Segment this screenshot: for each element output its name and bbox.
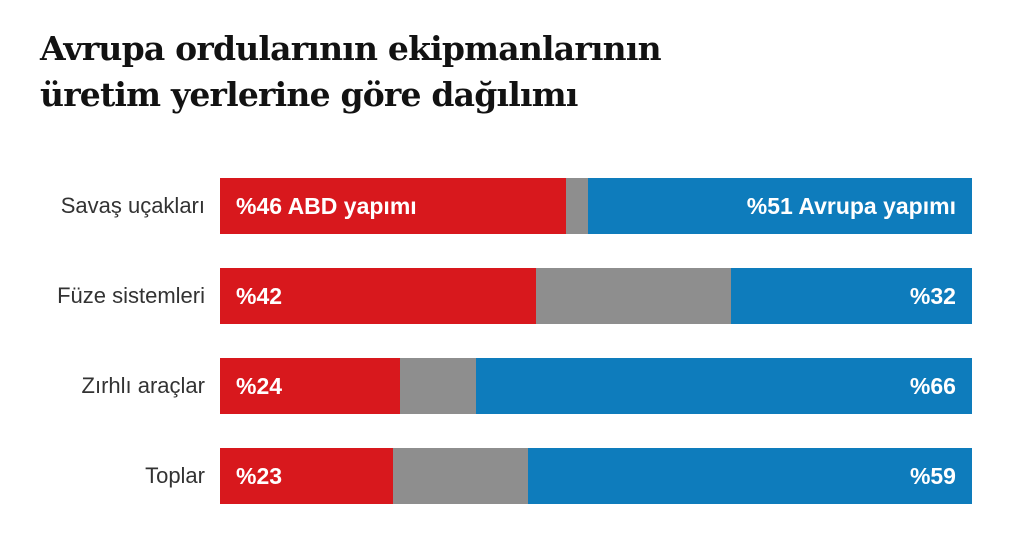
bar-segment-europe_made: %32 [731, 268, 972, 324]
category-label: Savaş uçakları [60, 193, 205, 218]
bar-segment-europe_made: %51 Avrupa yapımı [588, 178, 972, 234]
stacked-bar: %24 %66 [220, 358, 972, 414]
category-label: Zırhlı araçlar [81, 373, 205, 398]
bar-segment-unlabeled [400, 358, 476, 414]
bar-segment-us_made: %46 ABD yapımı [220, 178, 566, 234]
chart-row: Füze sistemleri %42 %32 [0, 268, 1021, 324]
bar-value-label-right: %59 [909, 462, 956, 489]
stacked-bar: %46 ABD yapımı %51 Avrupa yapımı [220, 178, 972, 234]
chart-row: Savaş uçakları %46 ABD yapımı %51 Avrupa y… [0, 178, 1021, 234]
bar-value-label-right: %32 [909, 282, 956, 309]
stacked-bar-chart: Savaş uçakları %46 ABD yapımı %51 Avrupa y… [0, 178, 1021, 538]
stacked-bar: %23 %59 [220, 448, 972, 504]
bar-segment-unlabeled [565, 178, 589, 234]
stacked-bar: %42 %32 [220, 268, 972, 324]
chart-title: Avrupa ordularının ekipmanlarının üretim … [40, 26, 662, 118]
bar-segment-europe_made: %59 [528, 448, 972, 504]
bar-segment-europe_made: %66 [475, 358, 972, 414]
bar-segment-unlabeled [392, 448, 529, 504]
bar-segment-us_made: %42 [220, 268, 536, 324]
bar-value-label-left: %23 [236, 462, 283, 489]
bar-value-label-right: %51 Avrupa yapımı [746, 192, 956, 219]
bar-segment-unlabeled [535, 268, 732, 324]
chart-title-line2: üretim yerlerine göre dağılımı [40, 75, 578, 114]
category-label: Füze sistemleri [57, 283, 205, 308]
bar-value-label-right: %66 [909, 372, 956, 399]
chart-row: Toplar %23 %59 [0, 448, 1021, 504]
bar-value-label-left: %46 ABD yapımı [236, 192, 417, 219]
bar-value-label-left: %42 [236, 282, 283, 309]
chart-row: Zırhlı araçlar %24 %66 [0, 358, 1021, 414]
bar-segment-us_made: %23 [220, 448, 393, 504]
category-label: Toplar [145, 463, 205, 488]
bar-value-label-left: %24 [236, 372, 283, 399]
bar-segment-us_made: %24 [220, 358, 401, 414]
chart-title-line1: Avrupa ordularının ekipmanlarının [40, 29, 662, 68]
